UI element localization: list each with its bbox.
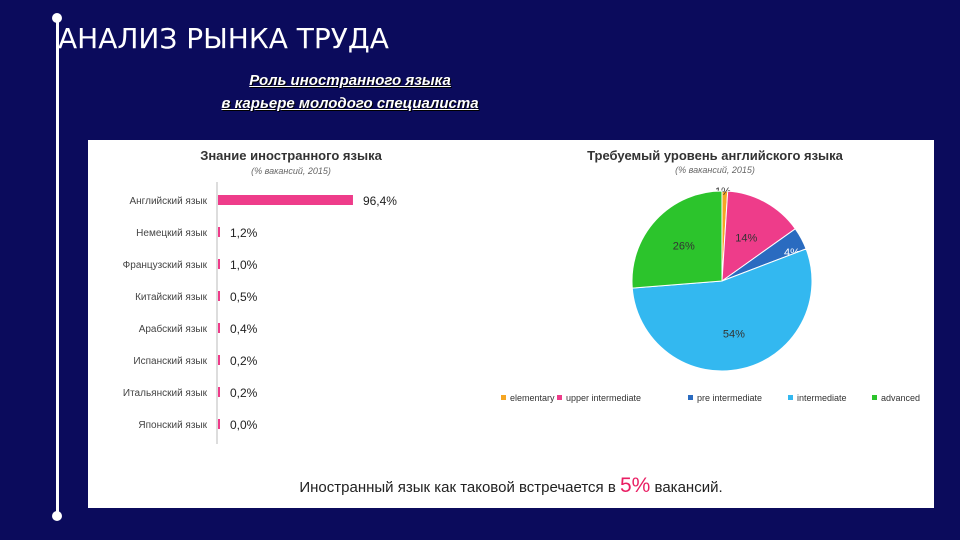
bar-category-label: Японский язык xyxy=(138,420,207,431)
subtitle-line-1: Роль иностранного языка xyxy=(249,72,451,89)
bar-mark xyxy=(218,195,353,205)
bar-category-label: Испанский язык xyxy=(133,356,207,367)
bar-value-label: 0,5% xyxy=(230,290,258,304)
decor-dot-top xyxy=(52,13,62,23)
bar-chart-title: Знание иностранного языка xyxy=(200,148,382,163)
pie-value-label: 26% xyxy=(673,241,695,253)
bar-mark xyxy=(218,227,220,237)
pie-chart-title: Требуемый уровень английского языка xyxy=(587,148,844,163)
footer-prefix: Иностранный язык как таковой встречается… xyxy=(299,479,616,496)
bar-category-label: Итальянский язык xyxy=(123,388,208,399)
bar-value-label: 0,2% xyxy=(230,386,258,400)
bar-mark xyxy=(218,355,220,365)
pie-legend-swatch xyxy=(557,395,562,400)
pie-legend-label: advanced xyxy=(881,393,920,403)
decor-dot-bottom xyxy=(52,511,62,521)
pie-legend-swatch xyxy=(788,395,793,400)
bar-mark xyxy=(218,291,220,301)
bar-chart-subtitle: (% вакансий, 2015) xyxy=(251,166,331,176)
bar-category-label: Китайский язык xyxy=(135,292,208,303)
bar-category-label: Английский язык xyxy=(129,196,207,207)
bar-value-label: 1,0% xyxy=(230,258,258,272)
bar-mark xyxy=(218,419,220,429)
bar-value-label: 96,4% xyxy=(363,194,397,208)
subtitle-line-2: в карьере молодого специалиста xyxy=(221,95,479,112)
pie-legend-label: pre intermediate xyxy=(697,393,762,403)
charts-panel: Знание иностранного языка (% вакансий, 20… xyxy=(88,140,934,508)
bar-category-label: Французский язык xyxy=(123,260,208,271)
bar-category-label: Немецкий язык xyxy=(136,228,207,239)
bar-mark xyxy=(218,387,220,397)
charts-svg: Знание иностранного языка (% вакансий, 20… xyxy=(123,148,920,444)
pie-chart-subtitle: (% вакансий, 2015) xyxy=(675,165,755,175)
bar-value-label: 0,4% xyxy=(230,322,258,336)
pie-legend-swatch xyxy=(688,395,693,400)
pie-value-label: 14% xyxy=(735,232,757,244)
pie-legend-label: intermediate xyxy=(797,393,847,403)
bar-mark xyxy=(218,259,220,269)
bar-value-label: 1,2% xyxy=(230,226,258,240)
footer-highlight: 5% xyxy=(620,474,651,497)
footer-suffix: вакансий. xyxy=(654,479,723,496)
pie-legend-label: upper intermediate xyxy=(566,393,641,403)
bar-value-label: 0,2% xyxy=(230,354,258,368)
bar-value-label: 0,0% xyxy=(230,418,258,432)
pie-value-label: 54% xyxy=(723,329,745,341)
pie-slice xyxy=(721,190,797,283)
pie-legend-label: elementary xyxy=(510,393,555,403)
bar-mark xyxy=(218,323,220,333)
pie-slice xyxy=(631,190,723,289)
pie-legend-swatch xyxy=(872,395,877,400)
slide-title: АНАЛИЗ РЫНКА ТРУДА xyxy=(58,22,389,55)
pie-legend-swatch xyxy=(501,395,506,400)
pie-slice xyxy=(631,248,813,372)
decor-vertical-line xyxy=(56,18,59,516)
footer-note: Иностранный язык как таковой встречается… xyxy=(88,474,934,498)
bar-category-label: Арабский язык xyxy=(139,323,208,335)
